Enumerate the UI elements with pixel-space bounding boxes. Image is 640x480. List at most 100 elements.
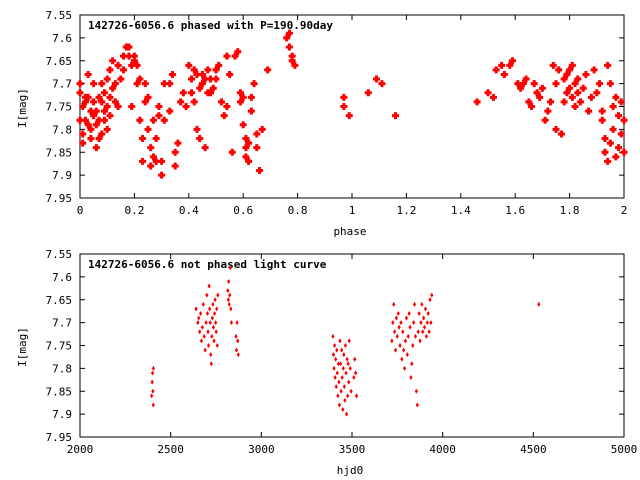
data-point [609,103,617,110]
data-point [346,361,350,367]
data-point [212,66,220,74]
data-points [76,29,628,179]
data-point [258,125,266,133]
data-point [407,310,411,316]
data-point [205,310,210,316]
data-point [372,75,380,83]
data-point [579,84,587,92]
data-point [426,310,430,316]
data-point [335,347,339,353]
data-point [484,89,492,97]
data-point [213,297,217,303]
data-point [563,70,571,78]
data-point [334,356,338,362]
data-point [90,112,98,120]
data-point [92,107,100,115]
data-point [340,347,344,353]
data-point [206,343,211,348]
data-point [210,333,214,339]
data-point [90,80,98,88]
data-point [160,116,168,124]
data-point [229,306,233,312]
data-point [199,338,204,344]
data-point [152,135,160,143]
data-point [220,112,228,120]
data-point [207,75,215,83]
data-point [425,320,429,326]
data-point [345,356,349,362]
data-point [208,320,212,326]
data-point [574,89,582,97]
data-point [288,52,296,60]
data-point [336,361,340,367]
data-point [421,329,425,335]
data-point [202,333,206,339]
data-point [347,338,351,344]
y-tick-label: 7.75 [46,340,73,353]
data-point [215,61,223,69]
data-point [392,301,396,307]
data-point [87,135,95,143]
x-tick-label: 0.6 [233,204,253,217]
data-point [207,283,211,289]
data-point [76,80,84,88]
data-point [566,84,574,92]
data-point [340,103,348,110]
data-point [528,103,536,110]
data-point [349,388,353,394]
data-point [141,98,149,106]
data-point [404,315,408,321]
data-point [256,167,264,175]
data-point [174,139,182,147]
data-point [395,333,399,339]
data-point [139,157,147,165]
data-point [198,70,206,78]
data-point [615,112,623,120]
data-point [552,80,560,88]
data-point [76,89,84,97]
y-tick-label: 7.85 [46,385,73,398]
data-point [209,84,217,92]
data-point [340,93,348,101]
data-point [341,407,345,413]
y-tick-label: 7.65 [46,294,73,307]
data-point [95,93,103,101]
data-point [341,365,345,371]
data-point [419,320,423,326]
x-tick-label: 1 [349,204,356,217]
data-point [106,66,114,74]
data-point [396,310,400,316]
data-point [190,98,198,106]
data-point [525,98,533,106]
data-point [406,333,410,339]
data-point [151,402,155,408]
data-point [617,98,625,106]
data-point [408,324,412,330]
data-point [208,306,212,312]
data-point [79,139,87,147]
data-point [331,333,335,339]
data-point [247,107,255,115]
data-point [391,320,395,326]
data-point [242,144,250,152]
data-point [217,98,225,106]
data-point [84,121,92,129]
data-point [201,144,209,152]
data-point [198,80,206,88]
data-point [242,153,250,161]
data-point [354,370,358,376]
data-point [413,333,418,339]
data-point [344,411,349,417]
data-point [198,329,202,335]
data-point [198,310,203,316]
data-point [205,292,209,298]
data-point [288,57,296,65]
phased-light-curve-panel: 142726-6056.6 phased with P=190.90day ph… [16,9,628,238]
data-point [158,171,166,179]
x-tick-label: 3000 [248,443,275,456]
data-point [415,402,419,408]
x-tick-label: 1.4 [451,204,471,217]
data-point [130,57,138,65]
data-point [332,365,336,371]
data-point [544,107,552,115]
